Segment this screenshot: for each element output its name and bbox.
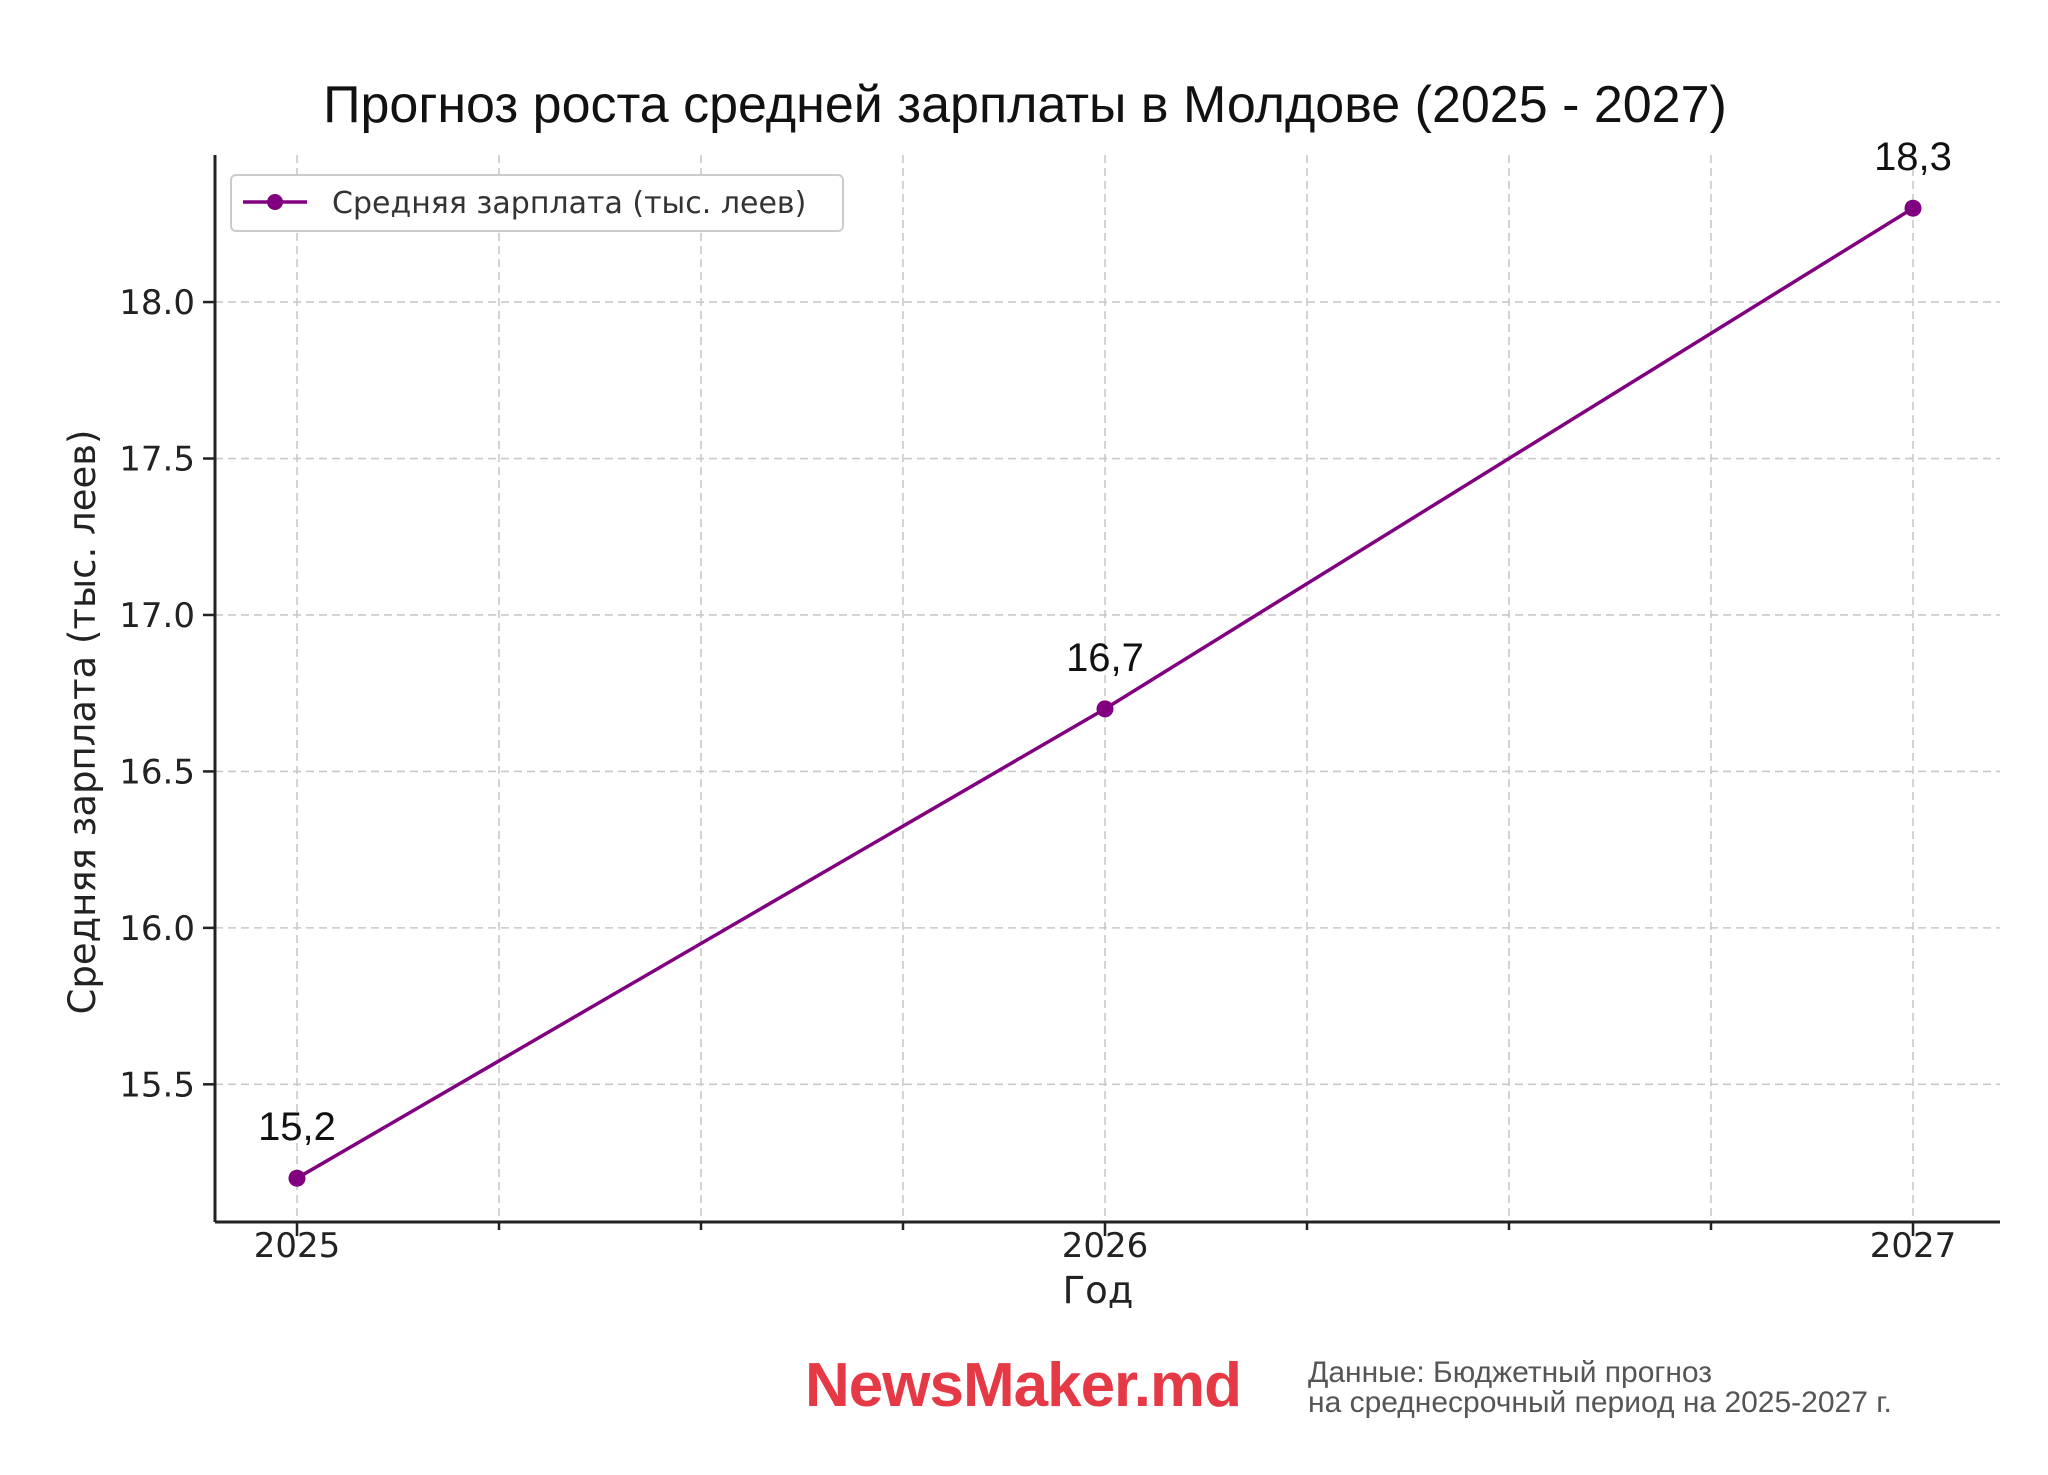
data-point xyxy=(1904,199,1922,217)
y-tick-label: 16.5 xyxy=(119,752,195,792)
x-tick-label: 2025 xyxy=(254,1226,341,1266)
data-label: 16,7 xyxy=(1066,636,1144,680)
x-axis-ticks: 2025 2026 2027 xyxy=(254,1222,1957,1266)
newsmaker-logo[interactable]: NewsMaker.md xyxy=(805,1350,1242,1421)
x-tick-label: 2026 xyxy=(1062,1226,1149,1266)
y-tick-label: 18.0 xyxy=(119,283,195,323)
source-line-1: Данные: Бюджетный прогноз xyxy=(1308,1356,1713,1389)
legend-label: Средняя зарплата (тыс. леев) xyxy=(332,186,806,221)
axes xyxy=(213,155,2000,1224)
y-tick-label: 17.0 xyxy=(119,596,195,636)
logo-maker: Maker.md xyxy=(962,1351,1242,1420)
data-label: 15,2 xyxy=(258,1105,336,1149)
legend-marker-swatch xyxy=(267,194,283,210)
y-tick-label: 17.5 xyxy=(119,440,195,480)
data-source-note: Данные: Бюджетный прогноз на среднесрочн… xyxy=(1308,1358,1892,1418)
data-point xyxy=(1096,700,1114,718)
chart-title: Прогноз роста средней зарплаты в Молдове… xyxy=(323,76,1727,134)
logo-news: News xyxy=(805,1351,964,1420)
y-axis-ticks: 15.5 16.0 16.5 17.0 17.5 18.0 xyxy=(119,283,215,1105)
y-tick-label: 15.5 xyxy=(119,1065,195,1105)
series-layer: 15,2 16,7 18,3 xyxy=(258,135,1952,1187)
source-line-2: на среднесрочный период на 2025-2027 г. xyxy=(1308,1386,1892,1419)
x-axis-title: Год xyxy=(1063,1269,1134,1312)
legend-box xyxy=(230,174,844,232)
y-axis-title: Средняя зарплата (тыс. леев) xyxy=(61,430,104,1015)
legend[interactable]: Средняя зарплата (тыс. леев) xyxy=(230,174,844,232)
x-tick-label: 2027 xyxy=(1870,1226,1957,1266)
data-label: 18,3 xyxy=(1874,135,1952,179)
y-tick-label: 16.0 xyxy=(119,909,195,949)
grid xyxy=(215,155,2000,1222)
data-point xyxy=(288,1169,306,1187)
